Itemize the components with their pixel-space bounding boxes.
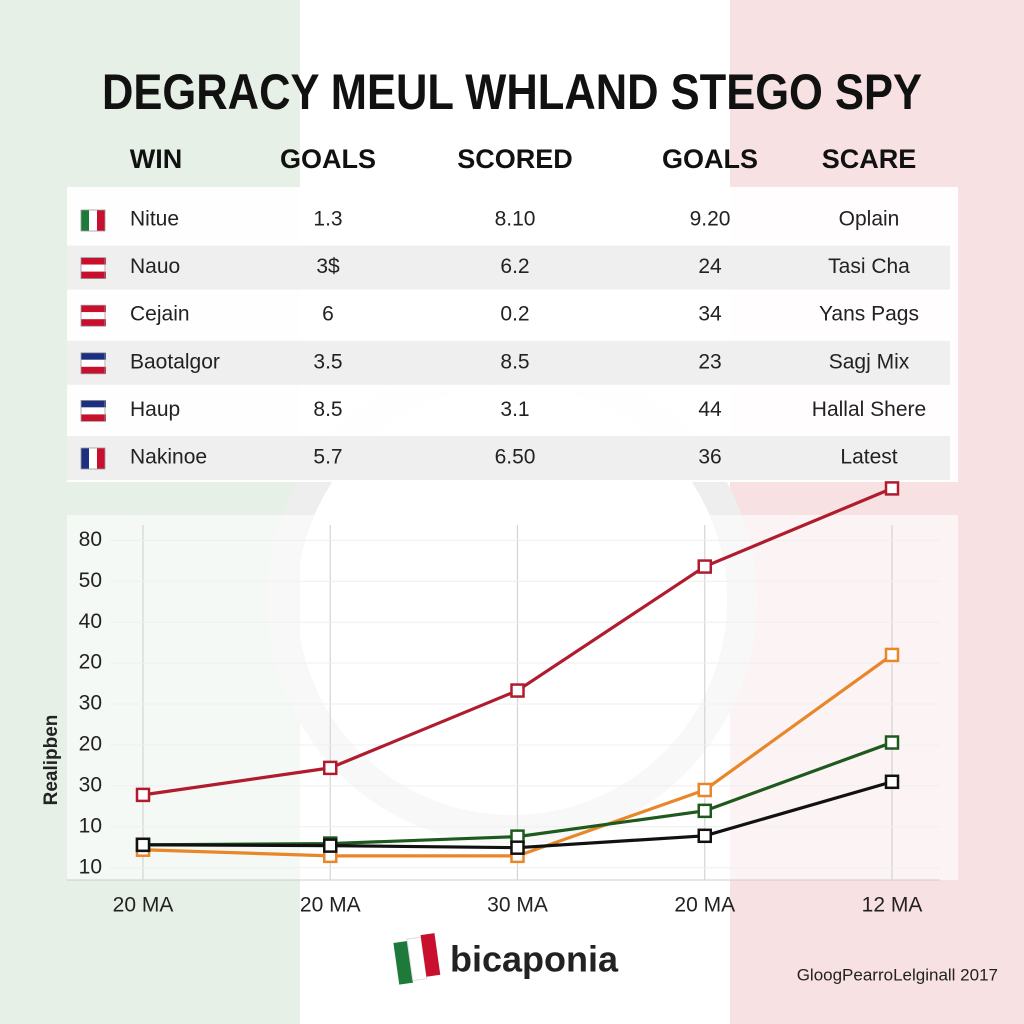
- table-cell: Nauo: [130, 255, 180, 278]
- x-tick-label: 12 MA: [862, 894, 923, 917]
- table-cell: 3.1: [500, 398, 529, 421]
- flag-border: [80, 447, 106, 470]
- logo-flag-red: [420, 933, 441, 977]
- table-cell: 1.3: [313, 208, 342, 231]
- flag-border: [80, 304, 106, 327]
- table-cell: 8.5: [313, 398, 342, 421]
- point-marker: [510, 840, 525, 855]
- flag-part: [81, 210, 89, 231]
- brand: bicaponia: [450, 939, 619, 980]
- table-cell: Nakinoe: [130, 446, 207, 469]
- table-cell: 6: [322, 303, 334, 326]
- row-stripe: [67, 245, 950, 290]
- flag-part: [81, 400, 106, 408]
- flag-part: [81, 271, 106, 279]
- flag-part: [81, 448, 89, 469]
- table-cell: 0.2: [500, 303, 529, 326]
- table-cell: 8.10: [495, 208, 536, 231]
- flag-part: [89, 210, 97, 231]
- x-tick-label: 30 MA: [487, 894, 548, 917]
- column-header: GOALS: [662, 144, 758, 174]
- flag-part: [81, 312, 106, 320]
- flag-part: [81, 305, 106, 313]
- table-cell: 8.5: [500, 350, 529, 373]
- table-cell: Nitue: [130, 208, 179, 231]
- table-cell: Haup: [130, 398, 180, 421]
- flag-border: [80, 257, 106, 280]
- point-marker: [884, 774, 900, 790]
- point-marker: [135, 837, 151, 853]
- table-cell: 36: [698, 446, 721, 469]
- y-tick-label: 50: [79, 569, 102, 592]
- table-cell: Baotalgor: [130, 350, 220, 373]
- table-cell: Latest: [840, 446, 897, 469]
- flag-border: [80, 399, 106, 422]
- table-cell: Sagj Mix: [829, 350, 910, 373]
- x-tick-label: 20 MA: [674, 894, 735, 917]
- flag-part: [81, 352, 106, 360]
- y-tick-label: 30: [79, 692, 102, 715]
- point-marker: [884, 647, 900, 663]
- point-marker: [697, 559, 712, 574]
- table-cell: 44: [698, 398, 722, 421]
- y-tick-label: 10: [79, 855, 102, 878]
- point-marker: [884, 735, 900, 750]
- y-tick-label: 10: [79, 814, 102, 837]
- flag-part: [81, 359, 106, 367]
- flag-part: [89, 448, 97, 469]
- table-cell: Oplain: [839, 208, 900, 231]
- point-marker: [135, 787, 151, 803]
- table-cell: 6.2: [500, 255, 529, 278]
- point-marker: [697, 828, 712, 844]
- flag-part: [81, 319, 106, 327]
- flag-part: [81, 414, 106, 422]
- table-cell: 3.5: [313, 350, 342, 373]
- row-stripe: [67, 340, 950, 385]
- point-marker: [323, 838, 338, 853]
- flag-border: [80, 352, 106, 375]
- title: DEGRACY MEUL WHLAND STEGO SPY: [102, 64, 922, 120]
- logo-flag-green: [393, 941, 414, 985]
- y-tick-label: 40: [79, 610, 102, 633]
- y-axis-title: Realipben: [41, 715, 62, 806]
- flag-part: [97, 448, 105, 469]
- x-tick-label: 20 MA: [113, 894, 174, 917]
- y-tick-label: 20: [79, 651, 102, 674]
- table-cell: Cejain: [130, 303, 190, 326]
- table-cell: Tasi Cha: [828, 255, 910, 278]
- flag-part: [97, 210, 105, 231]
- point-marker: [697, 782, 712, 798]
- table-cell: Hallal Shere: [812, 398, 926, 421]
- point-marker: [510, 683, 525, 698]
- x-tick-label: 20 MA: [300, 894, 361, 917]
- column-header: GOALS: [280, 144, 376, 174]
- table-cell: Yans Pags: [819, 303, 919, 326]
- row-stripe: [67, 436, 950, 480]
- table-cell: 9.20: [690, 208, 731, 231]
- y-tick-label: 30: [79, 773, 102, 796]
- flag-part: [81, 257, 106, 265]
- table-bg: [67, 187, 958, 482]
- column-header: WIN: [130, 144, 182, 174]
- credit: GloogPearroLelginall 2017: [797, 965, 998, 984]
- flag-part: [81, 407, 106, 415]
- logo: [393, 933, 441, 985]
- y-tick-label: 20: [79, 733, 102, 756]
- column-header: SCARE: [822, 144, 917, 174]
- flag-part: [81, 366, 106, 374]
- table-cell: 34: [698, 303, 722, 326]
- point-marker: [884, 481, 900, 496]
- point-marker: [697, 803, 712, 819]
- table-cell: 24: [698, 255, 722, 278]
- table-cell: 23: [698, 350, 721, 373]
- table-cell: 6.50: [495, 446, 536, 469]
- y-tick-label: 80: [79, 528, 102, 551]
- table-cell: 5.7: [313, 446, 342, 469]
- flag-part: [81, 264, 106, 272]
- table-cell: 3$: [316, 255, 340, 278]
- column-header: SCORED: [457, 144, 573, 174]
- flag-border: [80, 209, 106, 232]
- point-marker: [323, 760, 338, 776]
